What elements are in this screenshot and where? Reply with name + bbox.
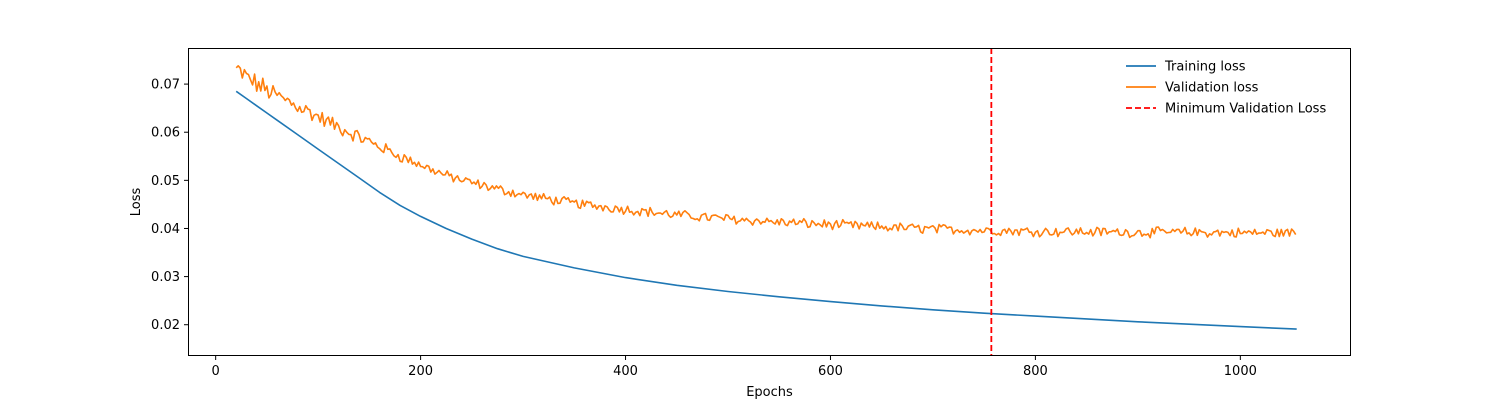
legend-label: Training loss [1164,60,1246,75]
validation-loss-line [235,65,1297,239]
plot-frame [188,48,1351,356]
x-tick-label: 400 [613,364,638,379]
x-tick-label: 1000 [1224,364,1257,379]
y-tick-label: 0.06 [151,126,180,141]
y-tick-label: 0.03 [151,270,180,285]
x-tick-label: 800 [1023,364,1048,379]
plot-area [188,48,1351,356]
training-loss-line [235,90,1297,330]
x-tick-label: 600 [818,364,843,379]
legend-label: Minimum Validation Loss [1165,102,1326,117]
y-tick-label: 0.04 [151,222,180,237]
y-tick-label: 0.02 [151,318,180,333]
y-tick-label: 0.05 [151,174,180,189]
x-axis-label: Epochs [746,385,793,400]
x-tick-label: 0 [212,364,220,379]
y-axis-ticks: 0.02 0.03 0.04 0.05 0.06 0.07 [151,78,188,333]
x-tick-label: 200 [408,364,433,379]
legend: Training loss Validation loss Minimum Vali… [1126,60,1326,117]
x-axis-ticks: 0 200 400 600 800 1000 [212,356,1257,379]
legend-label: Validation loss [1165,81,1259,96]
series-layer [235,48,1297,356]
y-axis-label: Loss [129,188,144,217]
y-tick-label: 0.07 [151,78,180,93]
